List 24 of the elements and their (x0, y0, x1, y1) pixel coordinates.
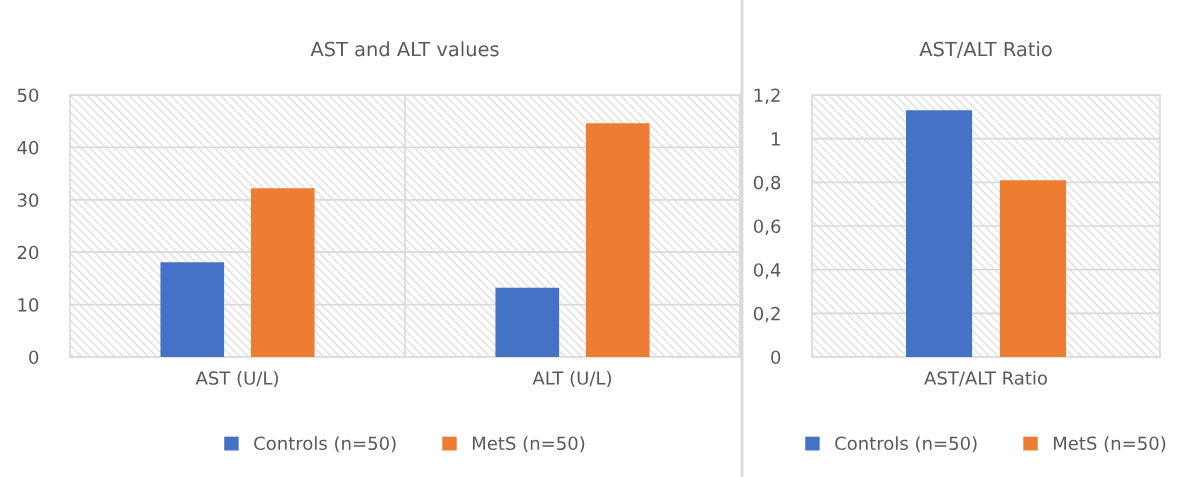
legend-label: MetS (n=50) (472, 436, 585, 453)
bar (585, 123, 650, 357)
chart-title: AST and ALT values (310, 41, 499, 57)
y-tick-label: 1 (771, 132, 780, 146)
y-tick-label: 20 (17, 245, 39, 260)
legend-label: Controls (n=50) (254, 436, 396, 453)
y-tick-label: 0,8 (753, 175, 781, 192)
y-tick-label: 50 (17, 88, 39, 103)
y-tick-label: 0 (29, 350, 39, 365)
legend-label: Controls (n=50) (835, 436, 977, 453)
bar (160, 262, 225, 357)
x-tick-label: ALT (U/L) (532, 370, 612, 387)
y-tick-label: 40 (17, 140, 39, 155)
bar (495, 287, 560, 357)
y-tick-label: 10 (18, 298, 39, 312)
y-tick-label: 0 (771, 350, 781, 365)
legend-label: MetS (n=50) (1053, 436, 1166, 453)
x-tick-label: AST (U/L) (195, 370, 278, 387)
y-tick-label: 0,4 (753, 263, 781, 279)
y-tick-label: 30 (17, 193, 39, 207)
bar (250, 188, 315, 357)
y-tick-label: 0,2 (753, 306, 780, 323)
y-tick-label: 1,2 (754, 88, 780, 104)
y-tick-label: 0,6 (753, 219, 781, 235)
